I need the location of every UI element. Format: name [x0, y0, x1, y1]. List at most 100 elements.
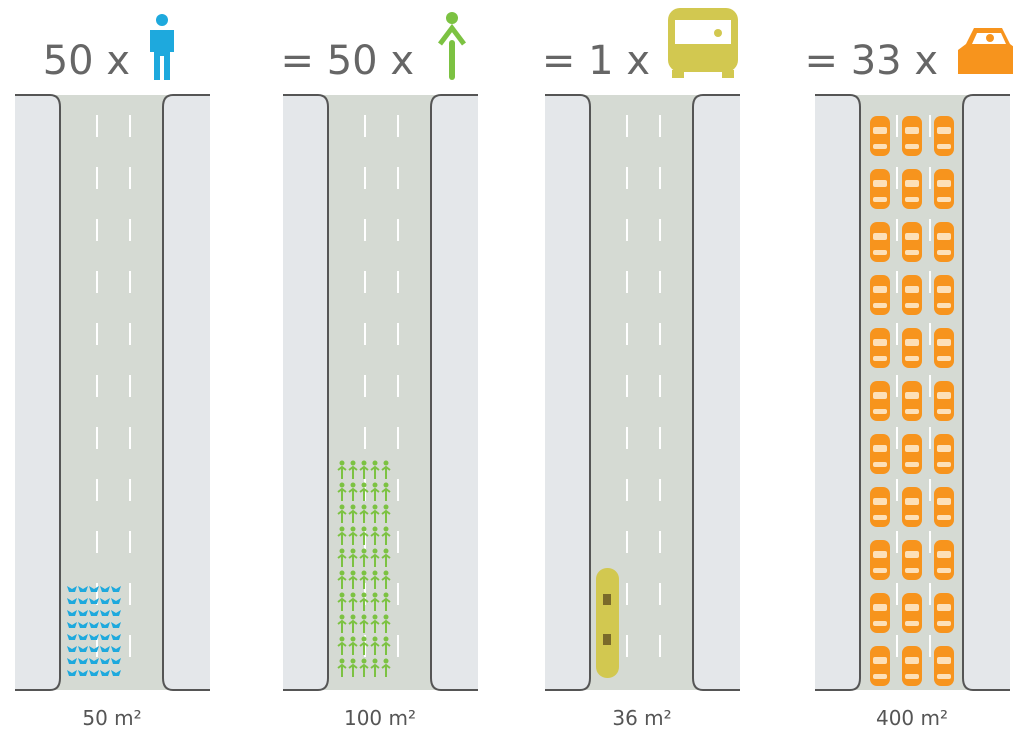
car	[870, 222, 890, 262]
icon-wheel	[722, 70, 734, 78]
car-window	[873, 445, 887, 452]
cyclist-head	[373, 505, 378, 510]
car	[870, 169, 890, 209]
cyclist-head	[384, 571, 389, 576]
bus-window	[603, 634, 611, 645]
car-window	[873, 568, 887, 573]
cyclist-head	[351, 593, 356, 598]
car	[870, 328, 890, 368]
car	[934, 275, 954, 315]
cyclist-head	[340, 571, 345, 576]
cyclist-head	[351, 615, 356, 620]
car-window	[873, 657, 887, 664]
car-window	[905, 462, 919, 467]
car	[902, 381, 922, 421]
cyclist-head	[351, 527, 356, 532]
sidewalk	[545, 95, 590, 690]
cyclist-head	[351, 461, 356, 466]
car-window	[937, 233, 951, 240]
car-window	[937, 197, 951, 202]
car-window	[905, 604, 919, 611]
cyclist-head	[384, 483, 389, 488]
car	[934, 222, 954, 262]
cyclist-head	[340, 615, 345, 620]
car-window	[905, 286, 919, 293]
sidewalk	[815, 95, 860, 690]
cyclist-head	[362, 483, 367, 488]
car-window	[905, 144, 919, 149]
car	[934, 169, 954, 209]
cyclist-head	[351, 637, 356, 642]
car-window	[905, 180, 919, 187]
cyclist-head	[362, 615, 367, 620]
cyclist-head	[351, 549, 356, 554]
car	[902, 275, 922, 315]
car-window	[905, 551, 919, 558]
cyclist-head	[384, 637, 389, 642]
cyclist-head	[340, 483, 345, 488]
cyclist-head	[373, 527, 378, 532]
cyclist-head	[340, 505, 345, 510]
area-label: 50 m²	[82, 706, 141, 730]
cyclist-head	[373, 571, 378, 576]
car	[902, 222, 922, 262]
cyclist-head	[340, 527, 345, 532]
sidewalk	[693, 95, 740, 690]
car-window	[937, 462, 951, 467]
bus	[596, 568, 619, 678]
car	[870, 540, 890, 580]
car-window	[905, 621, 919, 626]
car-window	[873, 515, 887, 520]
panel: 50 x50 m²	[15, 14, 210, 730]
car-window	[937, 356, 951, 361]
car	[934, 540, 954, 580]
car	[870, 646, 890, 686]
cyclist-head	[340, 593, 345, 598]
car-window	[905, 409, 919, 414]
car-window	[937, 498, 951, 505]
car-window	[873, 462, 887, 467]
car-window	[937, 392, 951, 399]
sidewalk	[963, 95, 1010, 690]
cyclist-head	[351, 571, 356, 576]
cyclist-head	[340, 461, 345, 466]
car	[934, 593, 954, 633]
area-label: 36 m²	[612, 706, 671, 730]
sidewalk	[163, 95, 210, 690]
car-window	[905, 250, 919, 255]
icon-head	[156, 14, 168, 26]
car-window	[873, 303, 887, 308]
car-window	[905, 674, 919, 679]
car-window	[873, 144, 887, 149]
car	[902, 593, 922, 633]
car	[870, 487, 890, 527]
car-window	[937, 445, 951, 452]
car	[934, 116, 954, 156]
cyclist-head	[373, 461, 378, 466]
car	[902, 540, 922, 580]
car-window	[873, 127, 887, 134]
car-window	[873, 621, 887, 626]
car-window	[873, 498, 887, 505]
car-window	[905, 445, 919, 452]
car	[870, 593, 890, 633]
car-window	[873, 409, 887, 414]
cyclist-head	[384, 461, 389, 466]
car-window	[905, 303, 919, 308]
cyclist-head	[362, 527, 367, 532]
car-window	[905, 498, 919, 505]
car-window	[905, 233, 919, 240]
icon-window	[675, 20, 731, 44]
car-window	[873, 197, 887, 202]
cyclist-head	[340, 549, 345, 554]
cyclist-head	[362, 659, 367, 664]
cyclist-head	[351, 505, 356, 510]
car-window	[905, 392, 919, 399]
cyclist-head	[384, 615, 389, 620]
cyclist-head	[384, 659, 389, 664]
car-window	[937, 339, 951, 346]
cyclist-head	[384, 593, 389, 598]
cyclist-head	[340, 659, 345, 664]
cyclist-head	[362, 549, 367, 554]
